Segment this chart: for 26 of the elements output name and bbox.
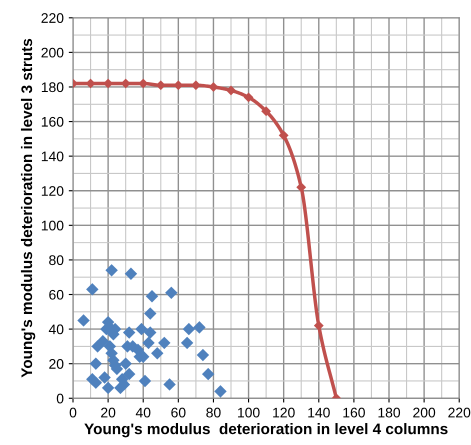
x-tick-label: 100 [238,408,260,418]
x-tick-label: 20 [101,408,116,418]
x-tick-label: 160 [343,408,365,418]
x-tick-label: 180 [378,408,400,418]
y-tick-label: 180 [42,82,64,92]
x-tick-label: 80 [206,408,221,418]
y-tick-label: 220 [42,13,64,23]
x-tick-label: 40 [136,408,150,418]
y-tick-label: 60 [49,290,64,300]
y-tick-label: 200 [42,48,64,58]
x-tick-label: 140 [308,408,330,418]
y-tick-label: 20 [49,359,64,369]
y-tick-label: 160 [42,116,64,127]
y-tick-label: 120 [42,186,64,196]
y-tick-label: 100 [42,220,64,230]
x-tick-label: 220 [448,408,470,418]
y-tick-label: 0 [56,394,64,404]
y-tick-label: 80 [49,255,64,266]
x-tick-label: 60 [171,408,186,418]
y-tick-label: 140 [42,151,64,162]
x-tick-label: 200 [413,408,436,418]
y-axis-title: Young's modulus deterioration in level 3 struts [20,38,36,378]
y-tick-label: 40 [48,324,64,334]
x-axis-title: Young's modulus deterioration in level 4 columns [84,423,448,438]
x-tick-label: 0 [70,408,76,418]
x-tick-label: 120 [273,408,295,418]
